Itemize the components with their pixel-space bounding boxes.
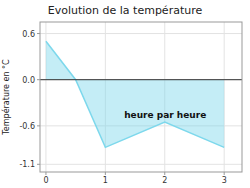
tick-mark	[37, 164, 40, 165]
area-fill	[46, 41, 224, 147]
tick-label: 0	[43, 176, 48, 185]
tick-label: 1	[103, 176, 108, 185]
tick-mark	[164, 172, 165, 175]
tick-label: 0.0	[22, 76, 35, 85]
tick-label: -1.1	[19, 160, 35, 169]
title: Evolution de la température	[48, 4, 203, 17]
line	[46, 41, 224, 147]
tick-mark	[37, 79, 40, 80]
tick-mark	[224, 172, 225, 175]
tick-label: 3	[222, 176, 227, 185]
grid-line	[40, 79, 242, 80]
chart-container: 0 1 2 3 -1.1 -0.6 0.0 0.6 Température en °C heure…	[0, 0, 250, 188]
grid-line	[40, 164, 242, 165]
tick-mark	[37, 33, 40, 34]
chart: 0 1 2 3 -1.1 -0.6 0.0 0.6 Température en °C heure…	[0, 0, 250, 188]
tick-mark	[105, 172, 106, 175]
plot-background	[40, 22, 242, 172]
zero-line	[40, 79, 242, 80]
tick-label: -0.6	[19, 122, 35, 131]
grid-line	[40, 33, 242, 34]
tick-label: 0.6	[22, 30, 35, 39]
tick-mark	[45, 172, 46, 175]
tick-label: 2	[162, 176, 167, 185]
plot-area	[46, 41, 224, 147]
y-axis-label: Température en °C	[1, 59, 11, 136]
tick-mark	[37, 125, 40, 126]
annotation: heure par heure	[124, 110, 206, 120]
plot-frame	[40, 22, 242, 172]
